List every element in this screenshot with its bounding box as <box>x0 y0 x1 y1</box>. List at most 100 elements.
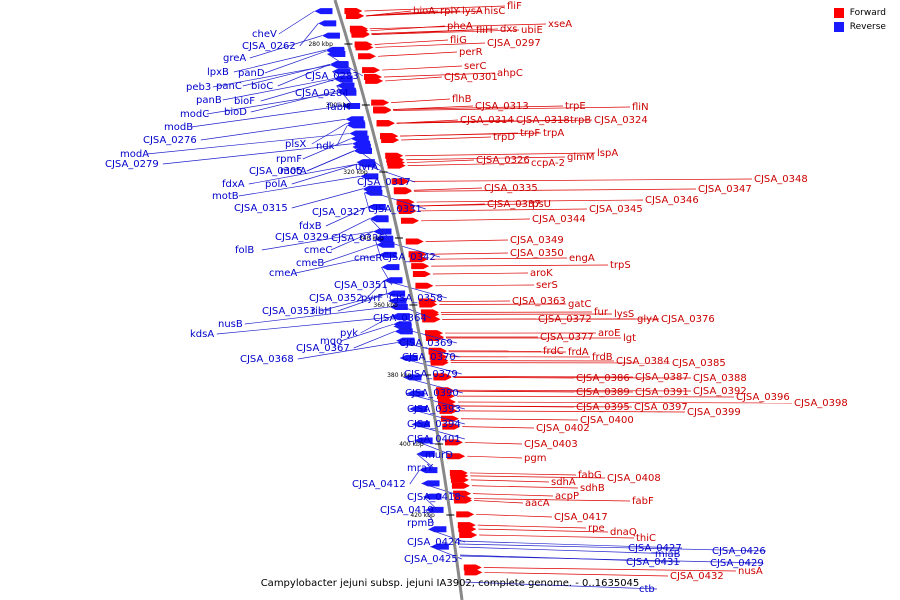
reverse-gene-label: CJSA_0426 <box>712 546 766 557</box>
reverse-gene-label: fdxB <box>299 221 322 232</box>
forward-gene-arrow <box>433 374 452 381</box>
reverse-gene-label: CJSA_0427 <box>628 543 682 554</box>
forward-leader-line <box>473 498 631 502</box>
reverse-gene-label: CJSA_0276 <box>143 135 197 146</box>
scale-tick-label: 400 kbp <box>399 441 424 448</box>
reverse-gene-arrow <box>389 303 408 310</box>
reverse-gene-arrow <box>393 321 412 328</box>
forward-gene-label: flhB <box>452 94 472 105</box>
reverse-leader-line <box>416 453 435 469</box>
reverse-gene-label: mraY <box>407 463 434 474</box>
reverse-gene-label: ctb <box>639 584 655 595</box>
forward-gene-label: CJSA_0324 <box>594 115 648 126</box>
reverse-gene-label: CJSA_0279 <box>105 159 159 170</box>
reverse-gene-label: cmeC <box>304 245 332 256</box>
forward-gene-label: trpE <box>565 101 586 112</box>
reverse-gene-label: CJSA_0429 <box>710 558 764 569</box>
reverse-leader-line <box>374 239 382 259</box>
reverse-gene-label: rpmF <box>276 154 302 165</box>
reverse-gene-label: murD <box>425 450 453 461</box>
reverse-gene-label: pyrF <box>361 293 383 304</box>
forward-gene-arrow <box>398 207 417 214</box>
forward-gene-arrow <box>391 178 410 185</box>
forward-gene-arrow <box>411 263 430 270</box>
reverse-gene-label: bioD <box>224 107 247 118</box>
reverse-gene-label: CJSA_0394 <box>407 419 461 430</box>
reverse-gene-arrow <box>367 203 386 210</box>
reverse-gene-arrow <box>321 32 340 39</box>
reverse-gene-label: CJSA_0431 <box>626 557 680 568</box>
reverse-gene-label: CJSA_0419 <box>380 505 434 516</box>
reverse-leader-line <box>332 71 354 94</box>
forward-gene-arrow <box>408 251 427 258</box>
forward-leader-line <box>439 303 567 305</box>
reverse-gene-label: CJSA_0358 <box>389 293 443 304</box>
forward-leader-line <box>407 162 530 166</box>
forward-leader-line <box>470 479 550 483</box>
reverse-gene-arrow <box>327 50 346 57</box>
reverse-leader-line <box>319 293 388 312</box>
reverse-leader-line <box>370 218 390 239</box>
forward-gene-label: CJSA_0384 <box>616 356 670 367</box>
forward-leader-line <box>432 272 529 275</box>
reverse-gene-label: CJSA_0331 <box>368 204 422 215</box>
forward-leader-line <box>457 401 793 404</box>
reverse-gene-arrow <box>337 87 356 94</box>
forward-leader-line <box>458 405 633 408</box>
forward-leader-line <box>393 106 631 111</box>
forward-gene-arrow <box>430 359 449 366</box>
forward-gene-label: CJSA_0346 <box>645 195 699 206</box>
reverse-leader-line <box>311 123 347 145</box>
reverse-leader-line <box>295 254 379 274</box>
forward-gene-arrow <box>345 12 364 19</box>
reverse-gene-label: CJSA_0425 <box>404 554 458 565</box>
reverse-gene-arrow <box>360 173 379 180</box>
reverse-leader-line <box>242 63 331 87</box>
forward-leader-line <box>462 426 535 429</box>
forward-leader-line <box>476 513 553 518</box>
forward-leader-line <box>417 203 527 207</box>
leader-lines-layer <box>146 5 793 590</box>
reverse-gene-label: cmeA <box>269 268 297 279</box>
reverse-leader-line <box>306 150 355 172</box>
forward-gene-arrow <box>349 25 368 32</box>
forward-leader-line <box>413 187 483 191</box>
forward-leader-line <box>479 534 635 539</box>
reverse-gene-label: fdxA <box>222 179 245 190</box>
reverse-gene-arrow <box>318 20 337 27</box>
reverse-leader-line <box>233 49 327 73</box>
reverse-leader-line <box>428 528 465 543</box>
reverse-leader-line <box>340 323 394 342</box>
reverse-gene-arrow <box>378 251 397 258</box>
forward-gene-arrow <box>440 415 459 422</box>
reverse-gene-label: CJSA_0342 <box>382 252 436 263</box>
reverse-leader-line <box>200 118 346 141</box>
forward-gene-label: trpS <box>610 260 631 271</box>
reverse-gene-label: mqo <box>320 336 342 347</box>
forward-gene-arrow <box>415 282 434 289</box>
reverse-gene-label: CJSA_0367 <box>296 343 350 354</box>
forward-leader-line <box>453 377 692 379</box>
reverse-gene-label: motB <box>212 191 239 202</box>
reverse-gene-label: CJSA_0352 <box>309 293 363 304</box>
forward-gene-label: CJSA_0391 <box>635 387 689 398</box>
reverse-swatch <box>833 22 844 32</box>
reverse-gene-label: plsX <box>285 139 306 150</box>
forward-leader-line <box>375 42 486 48</box>
reverse-leader-line <box>463 581 658 590</box>
forward-gene-label: CJSA_0345 <box>589 204 643 215</box>
forward-gene-arrow <box>453 490 472 497</box>
reverse-leader-line <box>458 543 767 552</box>
forward-gene-label: fabG <box>578 470 602 481</box>
forward-leader-line <box>456 390 634 393</box>
forward-gene-label: acpP <box>555 491 579 502</box>
forward-gene-arrow <box>454 497 473 504</box>
reverse-leader-line <box>421 483 465 498</box>
forward-gene-label: CJSA_0349 <box>510 235 564 246</box>
forward-leader-line <box>473 493 554 497</box>
forward-leader-line <box>460 418 579 421</box>
reverse-leader-line <box>388 300 431 319</box>
reverse-gene-label: lpxB <box>207 67 229 78</box>
forward-gene-arrow <box>419 301 438 308</box>
